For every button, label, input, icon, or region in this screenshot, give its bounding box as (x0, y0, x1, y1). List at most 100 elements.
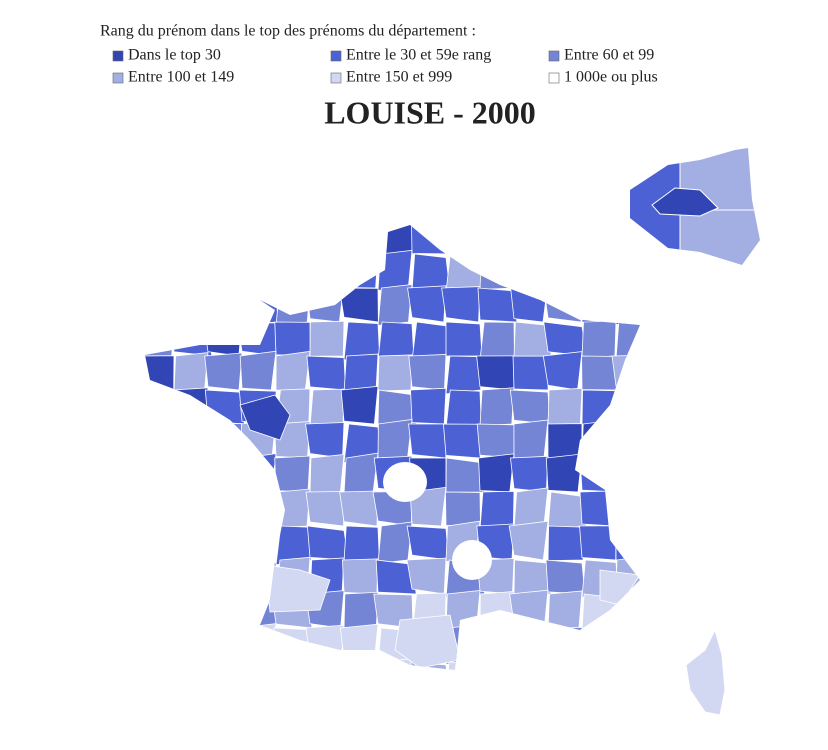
map-title: LOUISE - 2000 (324, 94, 536, 130)
department (204, 389, 245, 425)
department (339, 623, 379, 663)
department (145, 457, 178, 493)
department (547, 590, 583, 630)
department (145, 419, 175, 459)
department (513, 419, 549, 459)
department (309, 388, 345, 428)
department (207, 627, 248, 664)
department (377, 284, 413, 326)
department (611, 354, 640, 391)
department (513, 559, 552, 595)
department (545, 559, 586, 595)
department (309, 453, 345, 494)
department (239, 623, 277, 663)
department (408, 423, 447, 459)
department (173, 387, 209, 425)
department (477, 225, 515, 255)
department (306, 525, 349, 561)
department (542, 351, 583, 391)
department (377, 249, 413, 291)
department (646, 254, 689, 288)
department (650, 322, 686, 360)
legend-swatch (112, 72, 124, 84)
department (305, 624, 345, 663)
department (614, 625, 640, 663)
department (545, 453, 583, 493)
legend-label: Entre le 30 et 59e rang (346, 47, 491, 64)
department (145, 592, 175, 629)
department (343, 452, 379, 495)
department (172, 591, 209, 629)
department (173, 622, 209, 668)
department (478, 453, 515, 493)
department (145, 661, 176, 670)
department (275, 284, 311, 327)
department (479, 591, 515, 629)
department (239, 394, 291, 441)
department (579, 457, 620, 493)
france-map (145, 148, 760, 716)
department (581, 627, 617, 663)
department (614, 389, 640, 425)
department (203, 318, 243, 357)
department (145, 559, 179, 595)
department (508, 520, 549, 561)
department (650, 390, 684, 424)
department (374, 658, 413, 670)
department (407, 285, 447, 323)
department (581, 355, 617, 391)
department (207, 423, 243, 463)
department (445, 661, 483, 670)
legend-label: Entre 60 et 99 (564, 47, 654, 64)
department (264, 564, 331, 613)
department (271, 661, 314, 670)
department (445, 321, 483, 357)
legend-title: Rang du prénom dans le top des prénoms d… (100, 23, 476, 40)
department (170, 661, 213, 670)
department (169, 250, 209, 289)
department (340, 385, 379, 425)
department (309, 320, 345, 357)
department (394, 614, 461, 669)
department (648, 288, 688, 322)
department (273, 627, 313, 663)
department (173, 554, 209, 597)
department (646, 625, 684, 662)
department (445, 491, 481, 527)
department (173, 490, 209, 528)
department (615, 287, 640, 325)
department (650, 424, 688, 463)
department (445, 355, 482, 395)
department (145, 287, 176, 327)
department (377, 419, 413, 459)
department (343, 591, 379, 630)
department (543, 321, 588, 357)
department (241, 287, 279, 325)
department (239, 225, 280, 255)
department (613, 422, 640, 459)
department (543, 286, 583, 323)
department (238, 658, 277, 670)
department (377, 321, 415, 361)
department (615, 593, 640, 631)
department (650, 594, 686, 632)
department (579, 525, 617, 561)
department (651, 187, 719, 217)
department (207, 452, 243, 497)
department (275, 525, 312, 566)
department (648, 659, 684, 696)
department (576, 660, 617, 670)
department (343, 660, 379, 670)
department (406, 525, 449, 561)
department (479, 387, 515, 427)
department (615, 457, 640, 493)
department (308, 253, 348, 289)
corsica (685, 628, 726, 716)
department (173, 225, 209, 255)
department (579, 253, 622, 289)
legend-swatch (112, 50, 124, 62)
department (239, 350, 277, 391)
legend-label: Dans le top 30 (128, 47, 221, 64)
department (204, 352, 243, 391)
department (615, 321, 640, 360)
